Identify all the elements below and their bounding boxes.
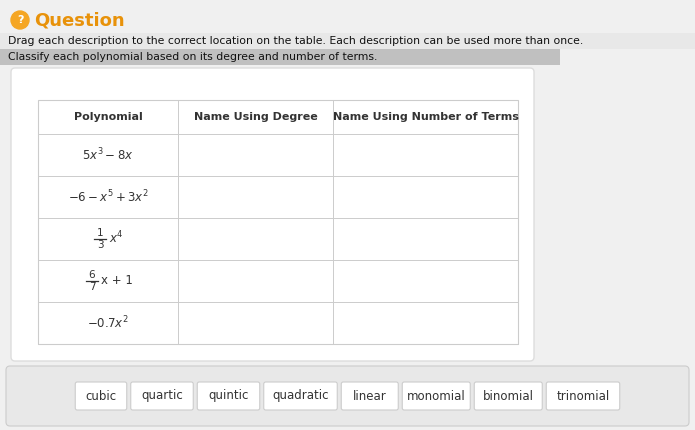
FancyBboxPatch shape bbox=[6, 366, 689, 426]
Text: Drag each description to the correct location on the table. Each description can: Drag each description to the correct loc… bbox=[8, 36, 583, 46]
FancyBboxPatch shape bbox=[263, 382, 337, 410]
Text: Question: Question bbox=[34, 11, 124, 29]
Text: Name Using Number of Terms: Name Using Number of Terms bbox=[333, 112, 518, 122]
Text: monomial: monomial bbox=[407, 390, 466, 402]
FancyBboxPatch shape bbox=[75, 382, 126, 410]
FancyBboxPatch shape bbox=[131, 382, 193, 410]
Text: 1: 1 bbox=[97, 228, 104, 238]
Text: trinomial: trinomial bbox=[557, 390, 610, 402]
Text: linear: linear bbox=[353, 390, 386, 402]
Text: 7: 7 bbox=[89, 282, 95, 292]
FancyBboxPatch shape bbox=[197, 382, 260, 410]
Text: 6: 6 bbox=[89, 270, 95, 280]
Text: x + 1: x + 1 bbox=[101, 273, 133, 286]
FancyBboxPatch shape bbox=[546, 382, 620, 410]
FancyBboxPatch shape bbox=[341, 382, 398, 410]
Text: Classify each polynomial based on its degree and number of terms.: Classify each polynomial based on its de… bbox=[8, 52, 377, 62]
FancyBboxPatch shape bbox=[402, 382, 471, 410]
Text: quintic: quintic bbox=[208, 390, 249, 402]
Text: Polynomial: Polynomial bbox=[74, 112, 142, 122]
FancyBboxPatch shape bbox=[0, 33, 695, 49]
Text: quadratic: quadratic bbox=[272, 390, 329, 402]
Circle shape bbox=[11, 11, 29, 29]
Text: $-6-x^5+3x^2$: $-6-x^5+3x^2$ bbox=[67, 189, 148, 205]
Text: $-0.7x^2$: $-0.7x^2$ bbox=[87, 315, 129, 331]
Text: $x^4$: $x^4$ bbox=[109, 230, 124, 246]
FancyBboxPatch shape bbox=[38, 100, 518, 344]
Text: quartic: quartic bbox=[141, 390, 183, 402]
FancyBboxPatch shape bbox=[11, 68, 534, 361]
Text: $5x^3-8x$: $5x^3-8x$ bbox=[82, 147, 133, 163]
Text: ?: ? bbox=[17, 15, 23, 25]
FancyBboxPatch shape bbox=[0, 49, 560, 65]
Text: Name Using Degree: Name Using Degree bbox=[194, 112, 318, 122]
Text: binomial: binomial bbox=[483, 390, 534, 402]
Text: cubic: cubic bbox=[85, 390, 117, 402]
FancyBboxPatch shape bbox=[474, 382, 542, 410]
Text: 3: 3 bbox=[97, 240, 104, 250]
